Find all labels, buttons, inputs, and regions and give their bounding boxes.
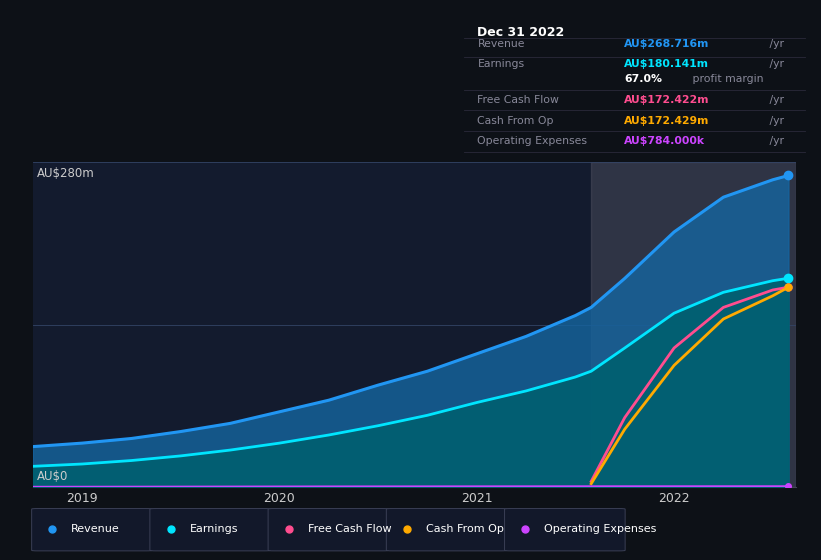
Text: /yr: /yr: [767, 116, 784, 125]
FancyBboxPatch shape: [387, 508, 507, 551]
Text: /yr: /yr: [767, 59, 784, 69]
Bar: [591, 162, 796, 487]
Text: Cash From Op: Cash From Op: [478, 116, 554, 125]
Text: AU$0: AU$0: [37, 469, 68, 483]
Text: AU$172.429m: AU$172.429m: [624, 116, 709, 125]
Text: /yr: /yr: [767, 95, 784, 105]
Text: Cash From Op: Cash From Op: [426, 524, 504, 534]
Text: Dec 31 2022: Dec 31 2022: [478, 26, 565, 39]
Text: Operating Expenses: Operating Expenses: [478, 137, 588, 147]
Text: /yr: /yr: [767, 137, 784, 147]
Text: profit margin: profit margin: [689, 74, 764, 84]
Text: Free Cash Flow: Free Cash Flow: [478, 95, 559, 105]
FancyBboxPatch shape: [32, 508, 152, 551]
Text: /yr: /yr: [767, 39, 784, 49]
Text: AU$784.000k: AU$784.000k: [624, 137, 705, 147]
Text: Earnings: Earnings: [478, 59, 525, 69]
Text: AU$172.422m: AU$172.422m: [624, 95, 709, 105]
Text: Revenue: Revenue: [71, 524, 120, 534]
FancyBboxPatch shape: [268, 508, 388, 551]
Text: Revenue: Revenue: [478, 39, 525, 49]
FancyBboxPatch shape: [505, 508, 625, 551]
Text: AU$180.141m: AU$180.141m: [624, 59, 709, 69]
FancyBboxPatch shape: [150, 508, 270, 551]
Text: AU$280m: AU$280m: [37, 167, 94, 180]
Text: 67.0%: 67.0%: [624, 74, 662, 84]
Text: AU$268.716m: AU$268.716m: [624, 39, 709, 49]
Text: Earnings: Earnings: [190, 524, 238, 534]
Text: Free Cash Flow: Free Cash Flow: [308, 524, 392, 534]
Text: Operating Expenses: Operating Expenses: [544, 524, 657, 534]
